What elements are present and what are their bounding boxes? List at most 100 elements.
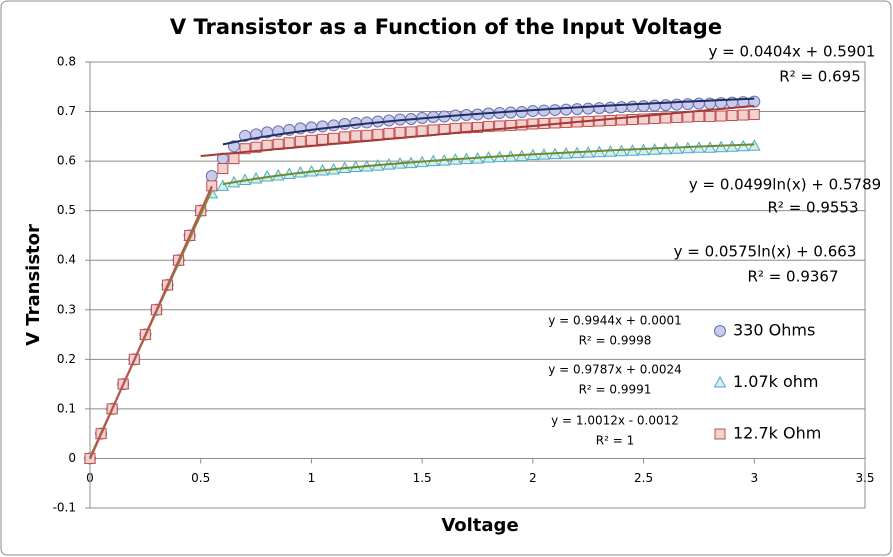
- point: [637, 100, 650, 113]
- point: [593, 102, 606, 115]
- trendline-r2: R² = 0.695: [779, 68, 860, 86]
- point: [350, 130, 362, 142]
- trendline: [222, 97, 755, 146]
- y-tick-label: 0: [68, 451, 76, 465]
- point: [648, 99, 661, 112]
- point: [737, 109, 749, 121]
- point: [571, 103, 584, 116]
- x-axis-title: Voltage: [441, 515, 518, 536]
- point: [670, 98, 683, 111]
- point: [714, 325, 726, 337]
- point: [327, 119, 340, 132]
- point: [383, 127, 395, 139]
- trendline-equation: y = 0.0404x + 0.5901: [709, 43, 876, 61]
- point: [349, 116, 362, 129]
- point: [714, 428, 726, 440]
- point: [582, 102, 595, 115]
- legend-label: 12.7k Ohm: [733, 424, 821, 443]
- point: [338, 117, 351, 130]
- y-tick-label: 0.6: [57, 154, 76, 168]
- trendline: [89, 185, 213, 460]
- point: [472, 121, 483, 133]
- point: [726, 110, 738, 122]
- y-axis-title: V Transistor: [23, 224, 44, 346]
- x-tick-label: 3.5: [855, 471, 874, 485]
- y-tick-label: 0.4: [57, 253, 76, 267]
- point: [294, 135, 306, 147]
- trendline-r2: R² = 0.9553: [767, 199, 858, 217]
- point: [339, 131, 351, 143]
- x-tick-label: 2: [529, 471, 537, 485]
- point: [216, 179, 230, 191]
- y-tick-label: 0.3: [57, 302, 76, 316]
- point: [228, 153, 240, 165]
- point: [305, 134, 317, 146]
- x-tick-label: 0.5: [191, 471, 210, 485]
- legend-label: 1.07k ohm: [733, 372, 819, 391]
- point: [372, 128, 384, 140]
- point: [328, 132, 340, 144]
- x-tick-label: 2.5: [634, 471, 653, 485]
- point: [703, 141, 717, 153]
- point: [283, 137, 295, 149]
- point: [361, 129, 373, 141]
- point: [604, 114, 616, 126]
- trendline-r2: R² = 0.9991: [579, 383, 652, 397]
- y-tick-label: 0.8: [57, 55, 76, 69]
- point: [405, 126, 417, 138]
- trendline-r2: R² = 1: [596, 434, 634, 448]
- point: [494, 120, 506, 132]
- point: [316, 120, 329, 133]
- point: [615, 101, 628, 114]
- point: [627, 113, 638, 125]
- trendline-r2: R² = 0.9998: [579, 334, 652, 348]
- y-tick-label: 0.2: [57, 352, 76, 366]
- point: [483, 120, 495, 132]
- point: [649, 112, 661, 124]
- x-tick-label: 1.5: [413, 471, 432, 485]
- trendline-equation: y = 0.0575ln(x) + 0.663: [674, 243, 857, 261]
- y-tick-label: 0.1: [57, 401, 76, 415]
- point: [205, 169, 218, 182]
- x-tick-label: 1: [308, 471, 316, 485]
- point: [682, 111, 694, 123]
- trendline-equation: y = 0.0499ln(x) + 0.5789: [689, 176, 881, 194]
- point: [516, 119, 528, 131]
- point: [427, 124, 439, 136]
- y-tick-label: 0.7: [57, 104, 76, 118]
- trendline-equation: y = 1.0012x - 0.0012: [551, 414, 679, 428]
- x-tick-label: 3: [750, 471, 758, 485]
- point: [715, 110, 727, 122]
- point: [239, 143, 251, 155]
- point: [317, 133, 328, 145]
- y-tick-label: 0.5: [57, 203, 76, 217]
- trendline-r2: R² = 0.9367: [747, 268, 838, 286]
- legend-label: 330 Ohms: [733, 321, 815, 340]
- point: [704, 111, 716, 123]
- chart-title: V Transistor as a Function of the Input …: [170, 15, 722, 39]
- point: [681, 98, 694, 111]
- trendline-equation: y = 0.9944x + 0.0001: [548, 314, 682, 328]
- point: [615, 114, 627, 126]
- trendline: [200, 105, 755, 157]
- point: [638, 113, 650, 125]
- point: [505, 119, 517, 131]
- point: [659, 99, 672, 112]
- point: [604, 101, 617, 114]
- point: [713, 375, 727, 388]
- point: [250, 141, 262, 153]
- point: [626, 100, 639, 113]
- y-tick-label: -0.1: [53, 501, 76, 515]
- point: [549, 104, 561, 117]
- point: [538, 117, 550, 129]
- point: [416, 125, 428, 137]
- point: [560, 103, 573, 116]
- point: [748, 109, 760, 121]
- point: [693, 111, 705, 123]
- trendline: [222, 143, 755, 186]
- trendline-equation: y = 0.9787x + 0.0024: [548, 363, 682, 377]
- point: [394, 126, 406, 138]
- point: [692, 97, 705, 110]
